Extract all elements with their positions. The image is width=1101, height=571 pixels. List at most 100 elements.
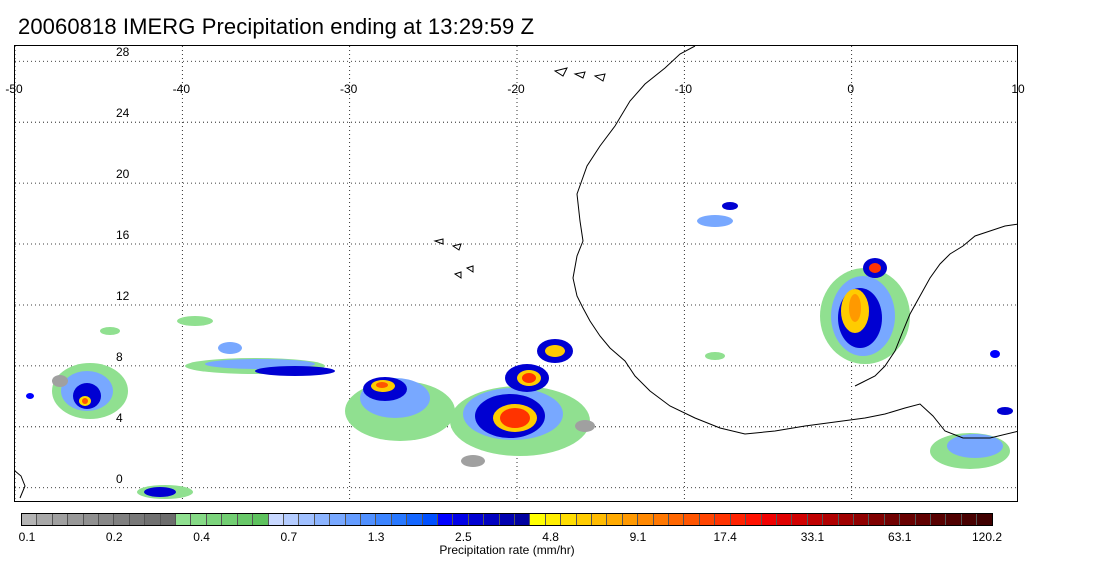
colorbar-swatch-16 — [268, 514, 284, 525]
south-america-coast — [15, 470, 26, 499]
colorbar-swatch-57 — [900, 514, 916, 525]
colorbar-swatch-53 — [838, 514, 854, 525]
colorbar-swatch-22 — [360, 514, 377, 525]
colorbar-swatch-42 — [669, 514, 685, 525]
colorbar-swatch-10 — [176, 514, 192, 525]
colorbar-swatch-4 — [83, 514, 100, 525]
colorbar-swatch-61 — [961, 514, 978, 525]
precip-cell-east — [697, 202, 1013, 469]
colorbar-swatch-51 — [807, 514, 824, 525]
colorbar-swatch-28 — [453, 514, 469, 525]
colorbar-tick-7: 9.1 — [629, 530, 647, 544]
colorbar-swatch-62 — [977, 514, 992, 525]
colorbar-swatch-41 — [653, 514, 670, 525]
colorbar-tick-10: 63.1 — [888, 530, 912, 544]
lat-label-7: 0 — [116, 471, 123, 486]
colorbar-swatch-8 — [145, 514, 161, 525]
colorbar-swatch-52 — [823, 514, 839, 525]
precip-cell-coast — [450, 339, 595, 467]
colorbar-swatch-47 — [746, 514, 762, 525]
colorbar-swatch-60 — [946, 514, 962, 525]
colorbar-tick-1: 0.2 — [105, 530, 123, 544]
cape-verde-islands — [433, 238, 474, 279]
colorbar-swatch-32 — [515, 514, 531, 525]
lon-label-6: 10 — [1011, 82, 1025, 96]
colorbar-title: Precipitation rate (mm/hr) — [439, 543, 575, 557]
colorbar-swatch-55 — [869, 514, 885, 525]
colorbar-swatch-37 — [592, 514, 608, 525]
lat-label-1: 24 — [116, 106, 130, 121]
precip-band-atlantic — [177, 316, 335, 376]
colorbar-swatch-39 — [622, 514, 639, 525]
colorbar-swatch-36 — [576, 514, 593, 525]
colorbar-swatch-12 — [206, 514, 223, 525]
colorbar-swatch-20 — [330, 514, 346, 525]
colorbar-swatch-34 — [545, 514, 562, 525]
colorbar-tick-6: 4.8 — [542, 530, 559, 544]
map-title: 20060818 IMERG Precipitation ending at 1… — [18, 14, 535, 39]
colorbar-swatch-18 — [299, 514, 315, 525]
colorbar-swatch-26 — [422, 514, 438, 525]
colorbar-tick-5: 2.5 — [455, 530, 472, 544]
colorbar-swatch-6 — [114, 514, 130, 525]
colorbar-swatch-38 — [607, 514, 623, 525]
lon-label-5: 0 — [847, 82, 854, 96]
precipitation-colorbar — [21, 513, 993, 526]
lat-label-5: 8 — [116, 349, 123, 364]
colorbar-swatch-44 — [699, 514, 716, 525]
colorbar-swatch-13 — [222, 514, 238, 525]
lon-label-3: -20 — [507, 82, 525, 96]
colorbar-swatch-7 — [129, 514, 146, 525]
precipitation-field — [26, 202, 1013, 499]
west-africa-coastline-gulf — [854, 223, 1017, 387]
colorbar-swatch-50 — [792, 514, 808, 525]
colorbar-swatch-30 — [484, 514, 500, 525]
colorbar-swatch-17 — [283, 514, 300, 525]
colorbar-swatch-43 — [684, 514, 700, 525]
colorbar-swatch-19 — [314, 514, 331, 525]
colorbar-swatch-14 — [237, 514, 254, 525]
colorbar-tick-9: 33.1 — [800, 530, 825, 544]
colorbar-swatch-59 — [930, 514, 947, 525]
colorbar-swatch-27 — [437, 514, 454, 525]
colorbar-swatch-21 — [345, 514, 361, 525]
colorbar-swatch-11 — [191, 514, 207, 525]
lon-label-4: -10 — [674, 82, 692, 96]
colorbar-swatch-54 — [853, 514, 870, 525]
colorbar-tick-0: 0.1 — [18, 530, 36, 544]
colorbar-swatch-24 — [391, 514, 408, 525]
precip-cell-west — [26, 327, 128, 419]
colorbar-swatch-15 — [253, 514, 269, 525]
colorbar-swatch-45 — [715, 514, 731, 525]
colorbar-swatch-29 — [468, 514, 485, 525]
lon-label-0: -50 — [5, 82, 23, 96]
lat-label-0: 28 — [116, 45, 130, 60]
colorbar-swatch-25 — [407, 514, 423, 525]
colorbar-swatch-58 — [915, 514, 931, 525]
colorbar-swatch-46 — [730, 514, 747, 525]
colorbar-swatch-0 — [22, 514, 38, 525]
colorbar-swatch-33 — [530, 514, 546, 525]
lon-label-2: -30 — [339, 82, 358, 96]
colorbar-tick-4: 1.3 — [367, 530, 385, 544]
precip-cell-south — [137, 485, 193, 499]
lat-label-2: 20 — [116, 167, 130, 182]
colorbar-swatch-9 — [160, 514, 177, 525]
canary-islands — [553, 67, 606, 82]
colorbar-swatch-56 — [884, 514, 901, 525]
colorbar-swatch-5 — [99, 514, 115, 525]
colorbar-swatch-40 — [638, 514, 654, 525]
colorbar-tick-2: 0.4 — [193, 530, 210, 544]
lat-label-4: 12 — [116, 288, 130, 303]
coastline — [15, 46, 1017, 499]
colorbar-swatch-31 — [499, 514, 515, 525]
colorbar-tick-11: 120.2 — [971, 530, 1003, 544]
precipitation-map — [14, 45, 1018, 502]
precip-cell-central — [345, 377, 455, 441]
lat-label-6: 4 — [116, 410, 123, 425]
colorbar-swatch-1 — [37, 514, 53, 525]
west-africa-coastline — [572, 46, 1017, 439]
colorbar-swatch-2 — [52, 514, 69, 525]
colorbar-swatch-3 — [68, 514, 84, 525]
colorbar-swatch-49 — [776, 514, 793, 525]
